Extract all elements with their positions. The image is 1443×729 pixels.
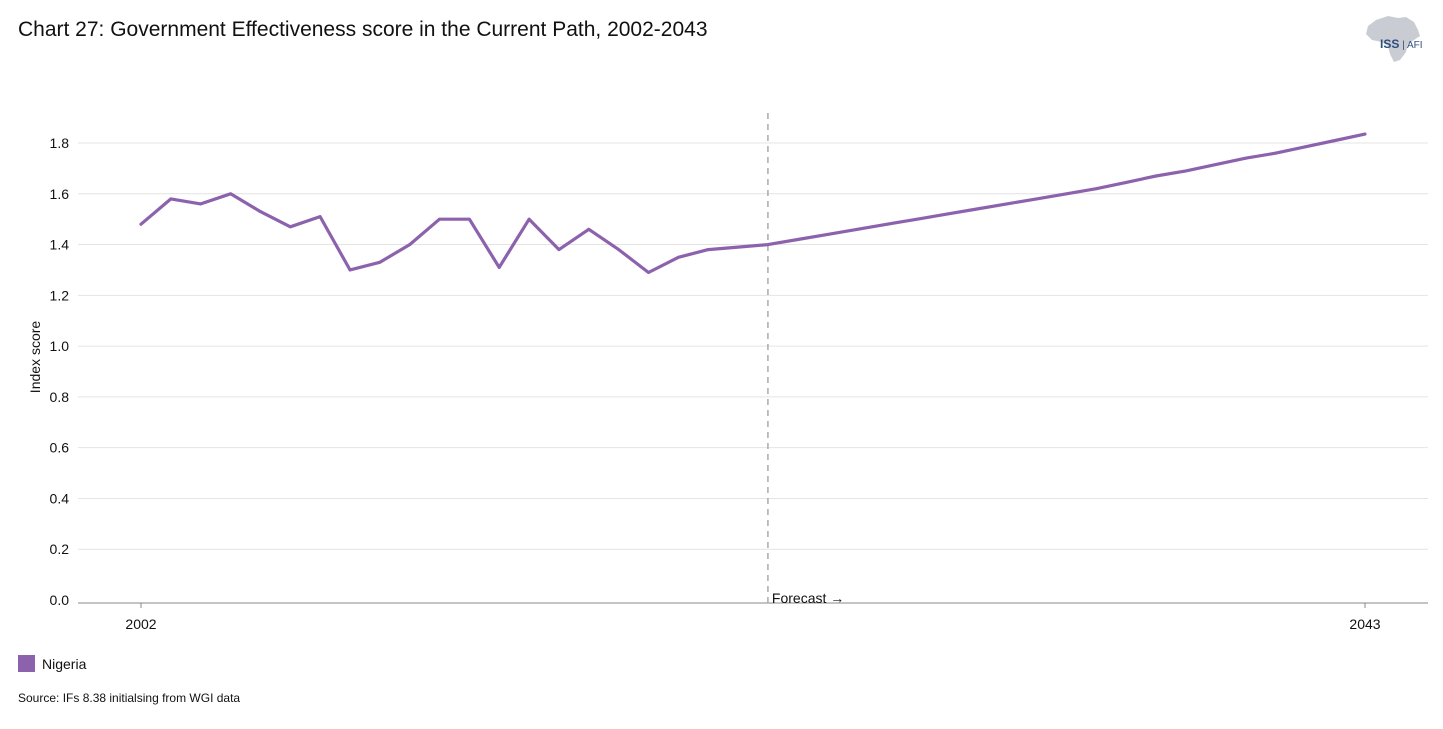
x-tick-label: 2002 xyxy=(125,616,156,632)
africa-map-logo-icon xyxy=(1366,16,1420,62)
data-point xyxy=(169,197,173,201)
x-tick-label: 2043 xyxy=(1349,616,1380,632)
y-tick-label: 1.4 xyxy=(50,237,70,253)
series-layer xyxy=(139,132,1367,275)
data-point xyxy=(438,217,441,221)
y-tick-label: 1.6 xyxy=(50,186,70,202)
data-point xyxy=(527,217,531,221)
data-point xyxy=(229,192,232,196)
y-axis-label: Index score xyxy=(27,321,43,394)
data-point xyxy=(408,243,412,246)
data-point xyxy=(557,248,561,252)
data-point xyxy=(885,222,889,226)
data-point xyxy=(1363,132,1367,136)
y-tick-label: 0.6 xyxy=(50,440,70,456)
data-point xyxy=(617,248,621,252)
y-tick-label: 1.8 xyxy=(50,135,70,151)
y-tick-label: 0.4 xyxy=(50,490,70,506)
data-point xyxy=(139,222,143,226)
legend: Nigeria xyxy=(18,655,86,672)
data-point xyxy=(796,238,800,241)
y-tick-label: 0.0 xyxy=(50,592,70,608)
axes: 0.0 0.2 0.4 0.6 0.8 1.0 1.2 1.4 1.6 1.8 2002 2043 Fo… xyxy=(50,113,1428,632)
data-point xyxy=(318,215,322,219)
data-point xyxy=(975,207,979,211)
data-point xyxy=(1035,197,1039,201)
data-point xyxy=(1094,187,1098,191)
legend-label-nigeria: Nigeria xyxy=(42,655,87,672)
data-point xyxy=(1005,202,1009,206)
data-point xyxy=(259,210,262,213)
data-point xyxy=(1124,180,1128,184)
series-line-nigeria xyxy=(139,132,1367,275)
y-tick-label: 0.2 xyxy=(50,541,70,557)
data-point xyxy=(1274,151,1277,155)
data-point xyxy=(199,202,203,206)
data-point xyxy=(1184,169,1188,173)
data-point xyxy=(1154,174,1158,178)
data-point xyxy=(497,266,501,269)
y-tick-label: 0.8 xyxy=(50,389,70,405)
data-point xyxy=(676,255,680,259)
iss-afi-logo-text: ISS | AFI xyxy=(1380,37,1423,51)
data-point xyxy=(467,217,471,221)
source-note: Source: IFs 8.38 initialsing from WGI da… xyxy=(18,691,241,705)
data-point xyxy=(378,260,382,264)
data-point xyxy=(1065,192,1068,196)
data-point xyxy=(826,233,830,236)
data-point xyxy=(587,227,591,231)
data-point xyxy=(288,225,292,229)
chart-title: Chart 27: Government Effectiveness score… xyxy=(18,18,708,41)
data-point xyxy=(945,212,949,216)
data-point xyxy=(1333,139,1337,142)
data-point xyxy=(915,217,919,221)
data-point xyxy=(856,227,859,231)
line-chart: 0.0 0.2 0.4 0.6 0.8 1.0 1.2 1.4 1.6 1.8 2002 2043 Fo… xyxy=(27,113,1428,632)
forecast-label: Forecast → xyxy=(772,590,844,606)
data-point xyxy=(348,268,352,272)
data-point xyxy=(647,271,650,274)
grid-lines xyxy=(78,142,1428,550)
data-point xyxy=(736,245,740,249)
y-tick-label: 1.2 xyxy=(50,287,70,303)
data-point xyxy=(1244,156,1247,160)
data-point xyxy=(766,243,770,246)
data-point xyxy=(706,248,710,252)
data-point xyxy=(1303,145,1307,149)
legend-swatch-nigeria xyxy=(18,655,35,672)
data-point xyxy=(1214,163,1218,166)
y-tick-label: 1.0 xyxy=(50,338,70,354)
